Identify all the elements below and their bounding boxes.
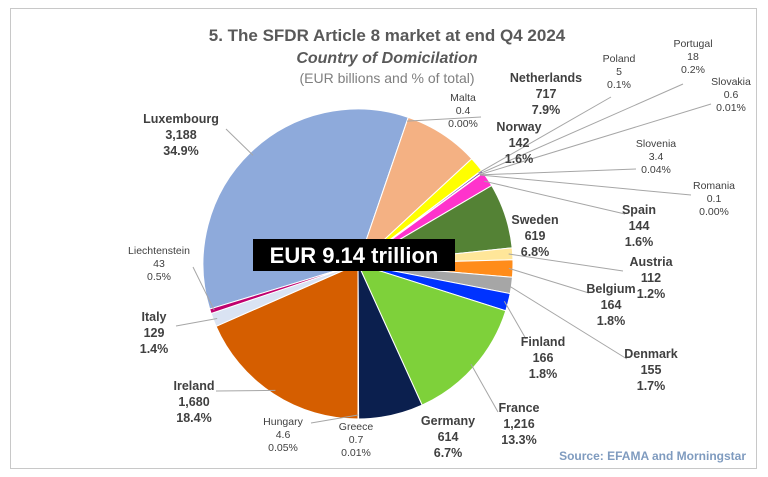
leader-line-austria: [508, 253, 624, 272]
slice-name-slovenia: Slovenia: [636, 138, 676, 150]
slice-percent-netherlands: 7.9%: [532, 103, 561, 117]
slice-percent-malta: 0.00%: [448, 118, 478, 130]
chart-subtitle: Country of Domicilation: [296, 50, 478, 67]
leader-line-finland: [503, 301, 527, 340]
slice-value-france: 1,216: [503, 417, 534, 431]
slice-percent-portugal: 0.2%: [681, 64, 705, 76]
slice-name-belgium: Belgium: [586, 282, 635, 296]
leader-lines: [175, 83, 712, 424]
slice-name-norway: Norway: [496, 120, 541, 134]
pie-slice-france: [357, 263, 507, 406]
leader-line-poland: [478, 96, 612, 174]
slice-value-austria: 112: [641, 271, 661, 285]
slice-name-malta: Malta: [450, 92, 476, 104]
slice-value-greece: 0.7: [349, 434, 364, 446]
slice-value-slovenia: 3.4: [649, 151, 664, 163]
slice-value-netherlands: 717: [536, 87, 557, 101]
slice-percent-france: 13.3%: [501, 433, 536, 447]
slice-value-malta: 0.4: [456, 105, 471, 117]
leader-line-slovenia: [479, 168, 637, 176]
slice-name-austria: Austria: [629, 255, 673, 269]
slice-value-italy: 129: [144, 326, 165, 340]
slice-percent-finland: 1.8%: [529, 367, 558, 381]
slice-percent-romania: 0.00%: [699, 206, 729, 218]
center-label-text: EUR 9.14 trillion: [270, 243, 439, 268]
slice-percent-belgium: 1.8%: [597, 314, 626, 328]
leader-line-italy: [175, 317, 218, 327]
slice-percent-sweden: 6.8%: [521, 245, 550, 259]
slice-name-ireland: Ireland: [174, 379, 215, 393]
slice-value-sweden: 619: [525, 229, 546, 243]
slice-name-france: France: [499, 401, 540, 415]
slice-percent-luxembourg: 34.9%: [163, 144, 198, 158]
slice-value-ireland: 1,680: [178, 395, 209, 409]
leader-line-portugal: [478, 83, 684, 175]
slice-percent-slovenia: 0.04%: [641, 164, 671, 176]
slice-value-poland: 5: [616, 66, 622, 78]
pie-chart: 5. The SFDR Article 8 market at end Q4 2…: [128, 26, 751, 463]
leader-line-belgium: [508, 267, 590, 294]
leader-line-romania: [479, 174, 692, 196]
slice-name-sweden: Sweden: [511, 213, 558, 227]
slice-value-portugal: 18: [687, 51, 699, 63]
leader-line-spain: [484, 180, 626, 215]
chart-unit-note: (EUR billions and % of total): [299, 70, 474, 86]
slice-percent-greece: 0.01%: [341, 447, 371, 459]
slice-percent-slovakia: 0.01%: [716, 102, 746, 114]
slice-name-italy: Italy: [141, 310, 166, 324]
slice-name-poland: Poland: [603, 53, 636, 65]
leader-line-luxembourg: [225, 128, 254, 156]
leader-line-ireland: [215, 389, 276, 392]
slice-name-spain: Spain: [622, 203, 656, 217]
slice-name-romania: Romania: [693, 180, 735, 192]
slice-percent-poland: 0.1%: [607, 79, 631, 91]
leader-line-denmark: [507, 284, 628, 360]
slice-value-romania: 0.1: [707, 193, 722, 205]
slice-value-hungary: 4.6: [276, 429, 291, 441]
leader-line-malta: [406, 116, 482, 122]
center-label-box: [253, 239, 455, 271]
leader-line-hungary: [310, 414, 359, 424]
slice-value-germany: 614: [438, 430, 459, 444]
slice-percent-austria: 1.2%: [637, 287, 666, 301]
slice-name-netherlands: Netherlands: [510, 71, 582, 85]
slice-value-belgium: 164: [601, 298, 622, 312]
slice-name-hungary: Hungary: [263, 416, 303, 428]
slice-value-liechtenstein: 43: [153, 258, 165, 270]
slice-labels: Luxembourg3,18834.9%Malta0.40.00%Netherl…: [128, 38, 751, 460]
slice-name-portugal: Portugal: [673, 38, 712, 50]
slice-percent-italy: 1.4%: [140, 342, 169, 356]
slice-percent-hungary: 0.05%: [268, 442, 298, 454]
slice-name-slovakia: Slovakia: [711, 76, 751, 88]
slice-value-slovakia: 0.6: [724, 89, 739, 101]
slice-value-denmark: 155: [641, 363, 662, 377]
leader-line-slovakia: [479, 103, 712, 176]
slice-name-denmark: Denmark: [624, 347, 678, 361]
chart-title: 5. The SFDR Article 8 market at end Q4 2…: [209, 26, 566, 45]
center-label: EUR 9.14 trillion: [253, 239, 455, 271]
slice-percent-spain: 1.6%: [625, 235, 654, 249]
slice-name-greece: Greece: [339, 421, 374, 433]
slice-value-spain: 144: [629, 219, 650, 233]
slice-name-germany: Germany: [421, 414, 475, 428]
slice-percent-liechtenstein: 0.5%: [147, 271, 171, 283]
slice-name-luxembourg: Luxembourg: [143, 112, 219, 126]
pie-slice-liechtenstein: [209, 263, 359, 315]
slice-percent-norway: 1.6%: [505, 152, 534, 166]
slice-value-luxembourg: 3,188: [165, 128, 196, 142]
slice-name-finland: Finland: [521, 335, 565, 349]
slice-name-liechtenstein: Liechtenstein: [128, 245, 190, 257]
slice-percent-germany: 6.7%: [434, 446, 463, 460]
slice-percent-denmark: 1.7%: [637, 379, 666, 393]
leader-line-liechtenstein: [192, 266, 215, 311]
source-note: Source: EFAMA and Morningstar: [559, 449, 746, 463]
leader-line-france: [470, 363, 499, 413]
slice-value-norway: 142: [509, 136, 530, 150]
slice-percent-ireland: 18.4%: [176, 411, 211, 425]
chart-frame: 5. The SFDR Article 8 market at end Q4 2…: [10, 8, 757, 469]
slice-value-finland: 166: [533, 351, 554, 365]
